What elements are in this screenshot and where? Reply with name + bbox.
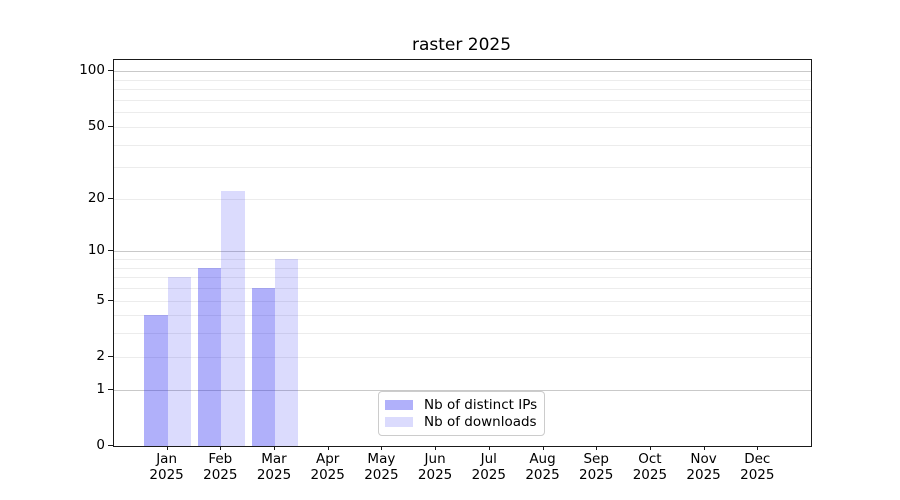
x-tick-label: Nov 2025 (686, 451, 721, 483)
gridline-minor (114, 277, 811, 279)
gridline-minor (114, 198, 811, 200)
bar-downloads-mar (275, 259, 299, 446)
gridline-minor (114, 89, 811, 91)
y-tick-label: 100 (79, 62, 105, 79)
y-tick-label: 10 (87, 242, 105, 259)
y-tick-label: 5 (96, 291, 105, 308)
y-tick-mark (108, 445, 113, 446)
y-tick-mark (108, 388, 113, 390)
legend-swatch-downloads (385, 417, 413, 428)
plot-area (113, 59, 812, 447)
x-tick-label: Jun 2025 (417, 451, 453, 483)
gridline-major (114, 71, 811, 73)
y-tick-mark (108, 70, 113, 72)
x-tick-mark (757, 446, 759, 450)
x-tick-label: Oct 2025 (632, 451, 668, 483)
gridline-minor (114, 112, 811, 114)
x-tick-mark (596, 446, 598, 450)
legend-label-downloads: Nb of downloads (424, 414, 537, 431)
gridline-minor (114, 167, 811, 169)
gridline-minor (114, 144, 811, 146)
x-tick-label: Aug 2025 (525, 451, 560, 483)
y-tick-mark (108, 250, 113, 252)
bar-downloads-feb (221, 191, 245, 446)
x-tick-label: Feb 2025 (203, 451, 238, 483)
x-tick-label: May 2025 (364, 451, 399, 483)
legend-item: Nb of downloads (385, 414, 538, 432)
x-tick-label: Jul 2025 (471, 451, 506, 483)
x-tick-mark (488, 446, 490, 450)
gridline-minor (114, 315, 811, 317)
y-tick-mark (108, 197, 113, 199)
x-tick-mark (274, 446, 275, 450)
x-tick-mark (166, 446, 168, 450)
x-tick-mark (649, 446, 651, 450)
x-tick-label: Jan 2025 (149, 451, 184, 483)
gridline-minor (114, 333, 811, 335)
x-tick-label: Mar 2025 (256, 451, 292, 483)
x-tick-mark (327, 446, 329, 450)
y-tick-label: 20 (87, 189, 105, 206)
bar-downloads-jan (167, 277, 191, 446)
x-tick-mark (381, 446, 383, 450)
gridline-major (114, 251, 811, 253)
y-tick-mark (108, 299, 113, 301)
y-tick-mark (108, 355, 113, 357)
gridline-minor (114, 288, 811, 289)
legend-item: Nb of distinct IPs (385, 396, 538, 414)
y-tick-mark (108, 125, 113, 127)
x-tick-label: Apr 2025 (310, 451, 345, 483)
x-tick-mark (542, 446, 544, 450)
chart-title: raster 2025 (411, 35, 512, 55)
y-tick-label: 50 (87, 117, 105, 134)
y-tick-label: 2 (96, 347, 105, 364)
bar-distinct-ips-jan (144, 315, 168, 446)
y-tick-label: 1 (96, 380, 105, 397)
x-tick-mark (220, 446, 222, 450)
bar-distinct-ips-feb (198, 267, 222, 446)
y-tick-label: 0 (96, 437, 105, 453)
gridline-minor (114, 267, 811, 269)
legend: Nb of distinct IPs Nb of downloads (378, 391, 545, 436)
gridline-minor (114, 79, 811, 81)
legend-swatch-distinct-ips (385, 399, 413, 410)
gridline-minor (114, 300, 811, 302)
x-tick-mark (703, 446, 705, 450)
legend-label-distinct-ips: Nb of distinct IPs (424, 396, 538, 413)
gridline-major (114, 389, 811, 391)
x-tick-label: Sep 2025 (579, 451, 614, 483)
x-tick-label: Dec 2025 (740, 451, 775, 483)
gridline-minor (114, 99, 811, 101)
gridline-minor (114, 126, 811, 128)
gridline-minor (114, 259, 811, 260)
x-tick-mark (435, 446, 437, 450)
bar-distinct-ips-mar (251, 288, 275, 446)
gridline-minor (114, 356, 811, 358)
